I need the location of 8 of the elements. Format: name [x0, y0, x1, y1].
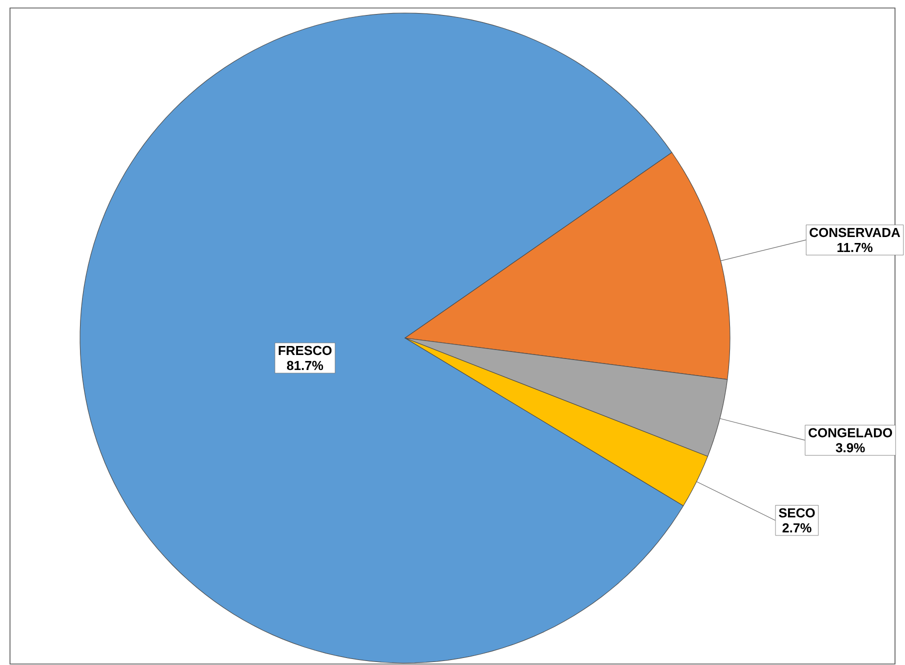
data-label: 81.7%: [286, 360, 324, 370]
data-label: 3.9%: [836, 443, 865, 452]
slice-label: CONSERVADA: [810, 228, 900, 238]
slice-label: CONGELADO: [808, 428, 892, 438]
data-label: 2.7%: [782, 523, 812, 532]
data-label: 11.7%: [838, 242, 872, 252]
slice-label: FRESCO: [278, 346, 332, 356]
slice-label: SECO: [778, 508, 815, 518]
